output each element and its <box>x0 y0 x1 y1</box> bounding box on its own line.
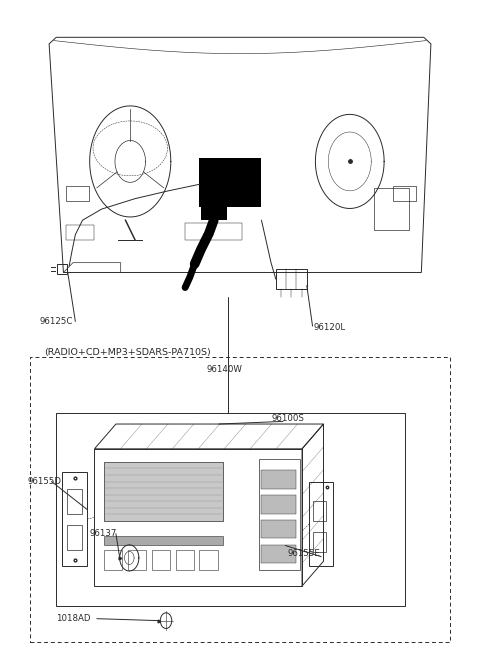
Bar <box>262 520 296 539</box>
Bar <box>259 459 300 569</box>
Bar <box>104 550 122 569</box>
Text: 96155D: 96155D <box>28 477 61 486</box>
Bar <box>262 495 296 514</box>
Bar <box>176 550 194 569</box>
Bar <box>62 472 87 566</box>
Bar <box>313 501 326 521</box>
Text: 96125C: 96125C <box>39 317 73 326</box>
Text: (RADIO+CD+MP3+SDARS-PA710S): (RADIO+CD+MP3+SDARS-PA710S) <box>44 348 211 358</box>
Bar <box>104 462 223 521</box>
Bar <box>57 264 67 274</box>
Bar <box>262 470 296 489</box>
Text: 96155E: 96155E <box>288 549 321 558</box>
Text: 96140W: 96140W <box>206 365 242 374</box>
Bar <box>185 224 242 240</box>
Text: 96137: 96137 <box>90 529 117 539</box>
Bar <box>30 358 450 642</box>
Bar <box>56 413 405 605</box>
Bar <box>67 489 82 514</box>
Bar <box>152 550 170 569</box>
Bar <box>201 207 227 220</box>
Bar <box>128 550 146 569</box>
Bar <box>393 186 416 201</box>
Bar <box>373 188 409 230</box>
Bar <box>199 158 262 207</box>
Bar <box>67 525 82 550</box>
Bar <box>313 533 326 552</box>
Text: 96100S: 96100S <box>271 414 304 422</box>
Bar <box>95 449 302 586</box>
Bar <box>66 226 95 240</box>
Bar <box>309 482 333 566</box>
Bar <box>66 186 89 201</box>
Bar <box>104 537 223 545</box>
Text: 1018AD: 1018AD <box>56 614 91 623</box>
Bar <box>199 550 217 569</box>
Bar <box>262 545 296 563</box>
Bar <box>276 269 307 289</box>
Text: 96120L: 96120L <box>314 323 346 333</box>
